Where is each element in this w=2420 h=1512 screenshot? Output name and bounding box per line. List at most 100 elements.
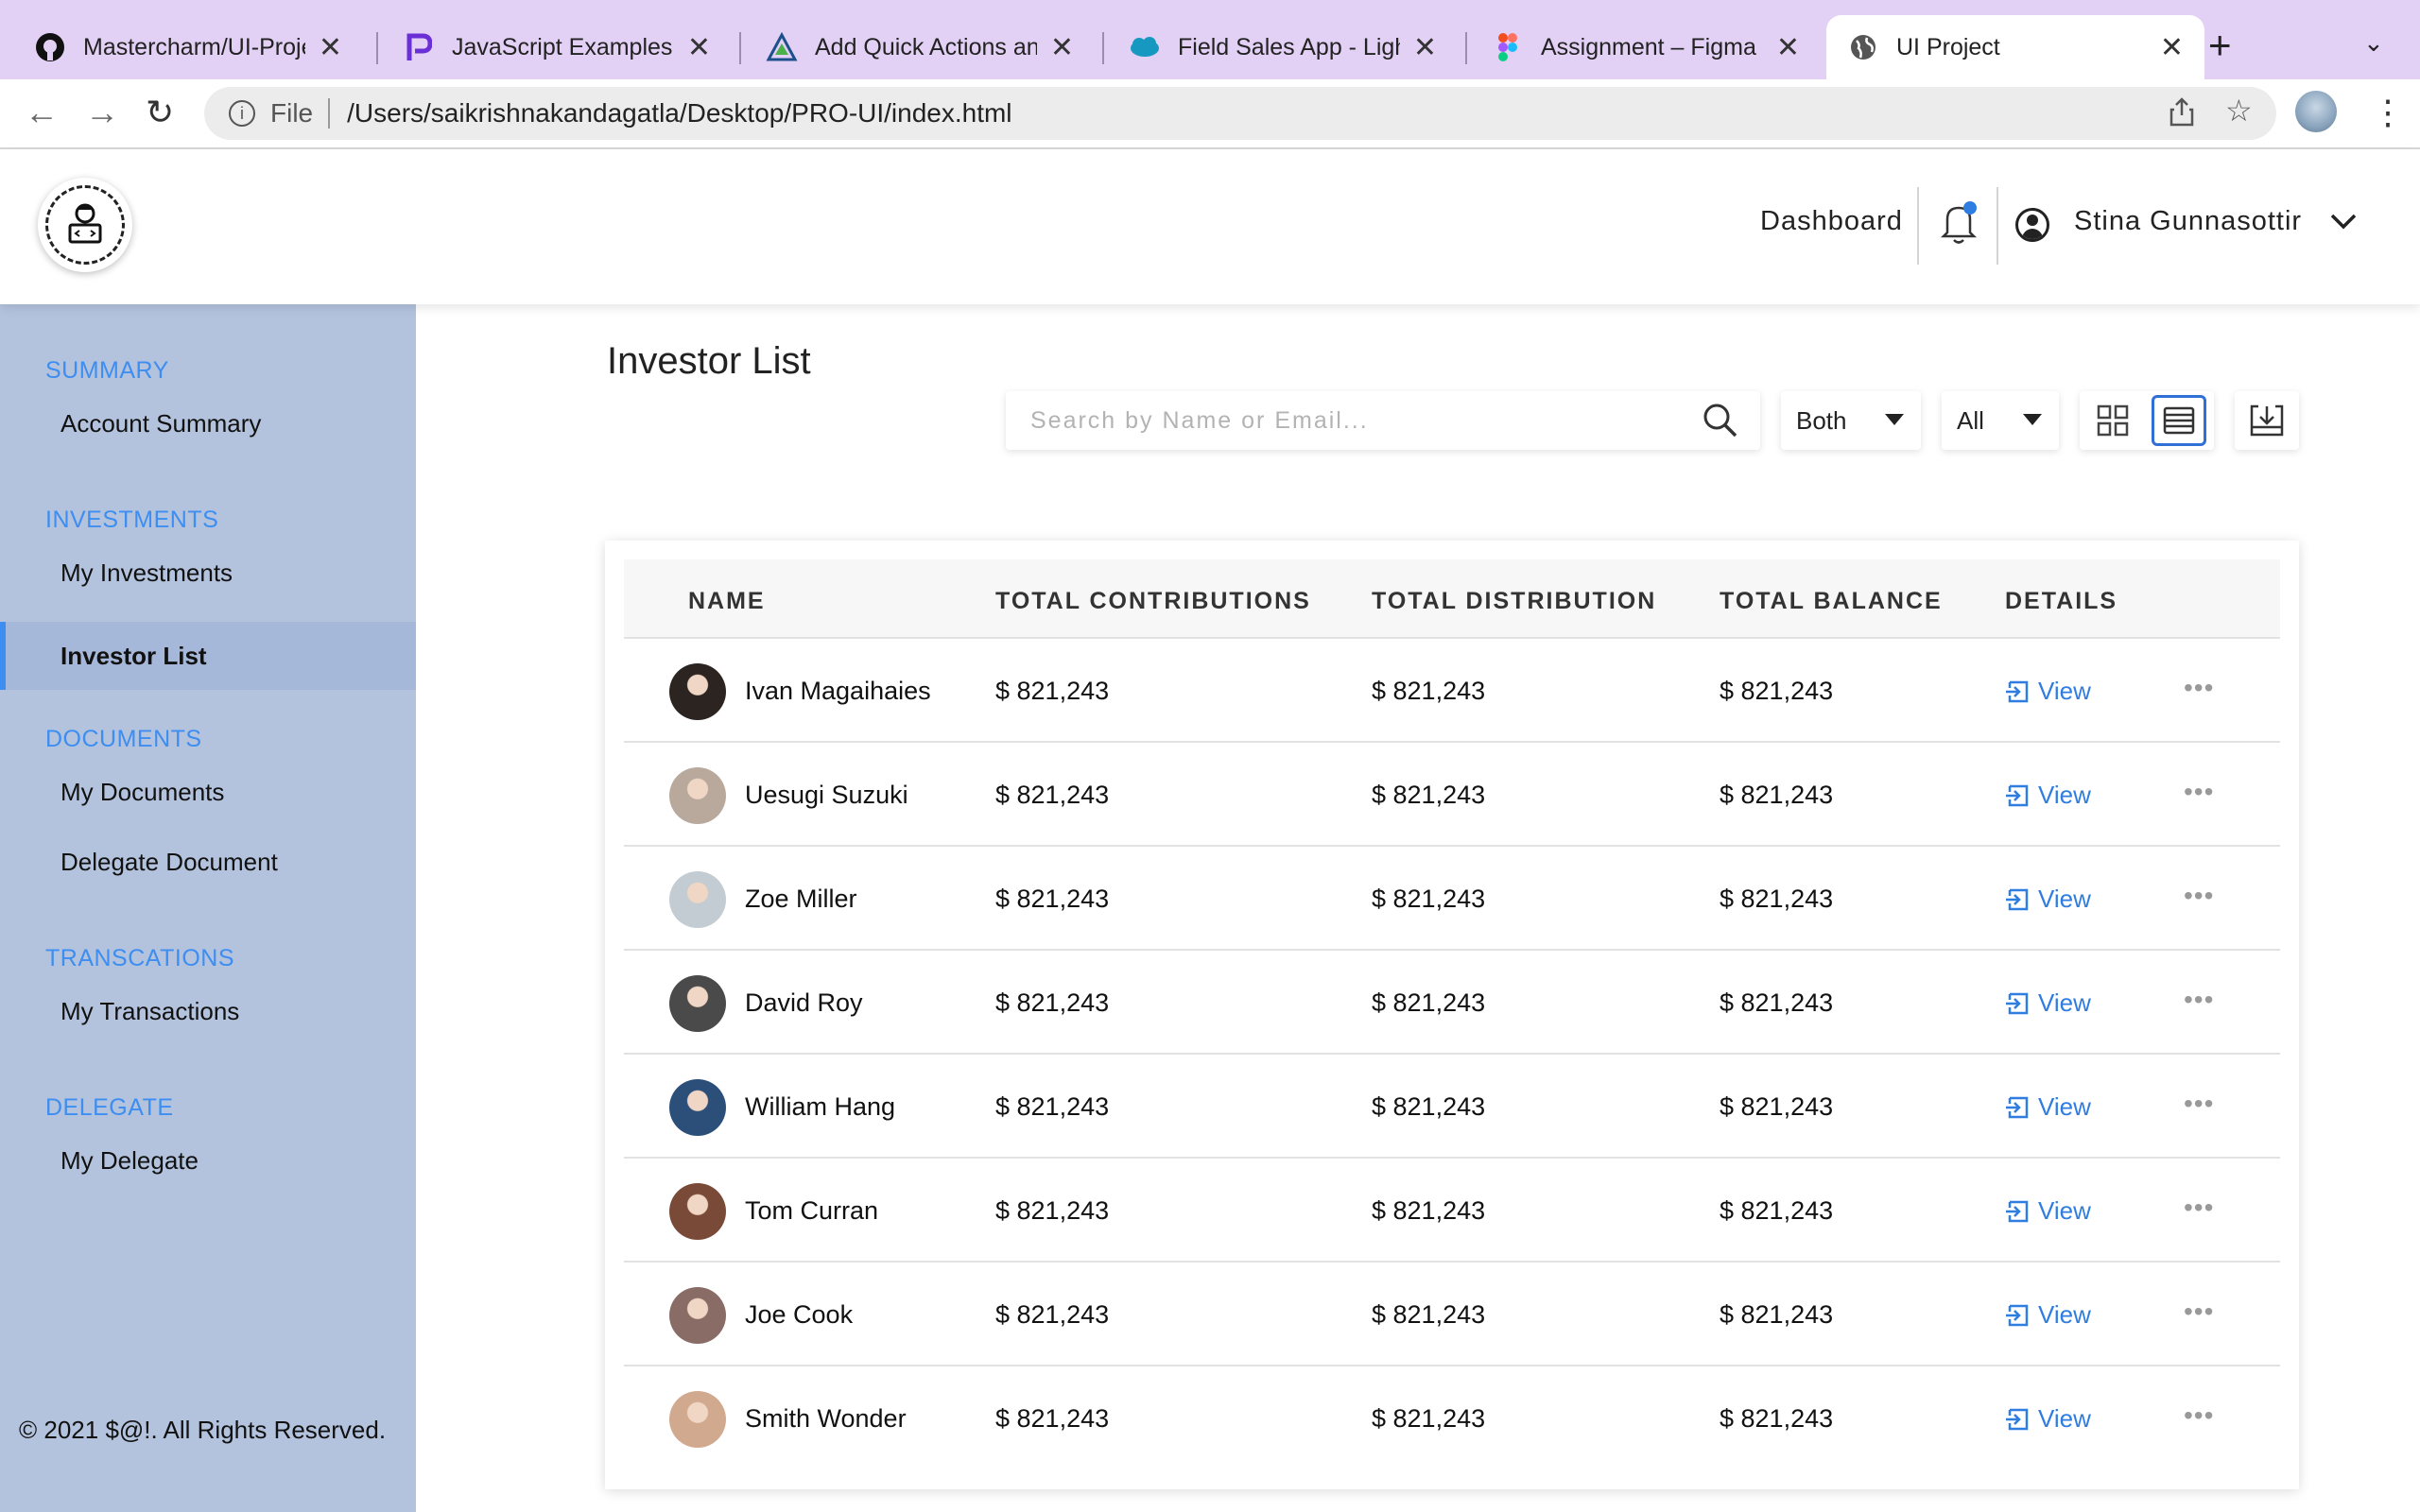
search-icon[interactable]	[1698, 398, 1743, 443]
header-divider	[1996, 187, 1998, 265]
column-header-name[interactable]: NAME	[688, 588, 766, 614]
share-icon[interactable]	[2169, 96, 2195, 134]
sidebar-section-summary: SUMMARY	[45, 357, 169, 384]
column-header-contributions[interactable]: TOTAL CONTRIBUTIONS	[995, 588, 1311, 614]
investor-name[interactable]: William Hang	[745, 1092, 896, 1121]
github-icon	[34, 31, 66, 63]
more-options-icon[interactable]: •••	[2184, 1297, 2215, 1326]
back-arrow-icon[interactable]: ←	[25, 93, 59, 131]
investor-name[interactable]: Zoe Miller	[745, 885, 857, 913]
more-options-icon[interactable]: •••	[2184, 985, 2215, 1014]
view-details-link[interactable]: View	[2004, 677, 2091, 706]
user-name[interactable]: Stina Gunnasottir	[2074, 206, 2303, 236]
forward-arrow-icon[interactable]: →	[85, 93, 119, 131]
download-icon[interactable]	[2235, 391, 2299, 450]
sidebar-item-delegate-document[interactable]: Delegate Document	[60, 847, 278, 876]
reload-icon[interactable]: ↻	[146, 93, 175, 131]
total-balance: $ 821,243	[1720, 1300, 1834, 1329]
view-details-link[interactable]: View	[2004, 1092, 2091, 1122]
star-icon[interactable]: ☆	[2225, 94, 2253, 128]
browser-menu-icon[interactable]: ⋮	[2371, 93, 2405, 131]
new-tab-icon[interactable]: +	[2208, 23, 2232, 67]
dashboard-link[interactable]: Dashboard	[1760, 206, 1903, 236]
trailhead-icon	[766, 31, 798, 63]
caret-down-icon	[1885, 414, 1904, 425]
grid-view-icon[interactable]	[2085, 395, 2140, 446]
url-field[interactable]: i File /Users/saikrishnakandagatla/Deskt…	[204, 87, 2276, 140]
sidebar-item-account-summary[interactable]: Account Summary	[60, 408, 262, 438]
tab-title: Mastercharm/UI-Project	[83, 33, 305, 60]
type-filter-value: Both	[1796, 405, 1847, 435]
sidebar-item-investor-list[interactable]: Investor List	[0, 622, 416, 690]
investor-name[interactable]: Uesugi Suzuki	[745, 781, 908, 809]
table-body: Ivan Magaihaies $ 821,243 $ 821,243 $ 82…	[624, 639, 2280, 1470]
sidebar-section-delegate: DELEGATE	[45, 1094, 174, 1121]
browser-tab[interactable]: Assignment – Figma ✕	[1471, 15, 1821, 79]
view-mode-toggle	[2080, 391, 2214, 450]
sidebar-item-my-transactions[interactable]: My Transactions	[60, 996, 240, 1025]
column-header-distribution[interactable]: TOTAL DISTRIBUTION	[1372, 588, 1657, 614]
more-options-icon[interactable]: •••	[2184, 881, 2215, 910]
investor-name[interactable]: Tom Curran	[745, 1196, 879, 1225]
more-options-icon[interactable]: •••	[2184, 673, 2215, 702]
chevron-down-icon[interactable]: ⌄	[2363, 28, 2384, 57]
total-distribution: $ 821,243	[1372, 885, 1486, 913]
type-filter-select[interactable]: Both	[1781, 391, 1921, 450]
info-icon[interactable]: i	[229, 100, 255, 127]
browser-tab-active[interactable]: UI Project ✕	[1826, 15, 2204, 79]
more-options-icon[interactable]: •••	[2184, 1400, 2215, 1430]
total-contributions: $ 821,243	[995, 1300, 1110, 1329]
sign-in-icon	[2006, 888, 2029, 910]
status-filter-select[interactable]: All	[1942, 391, 2059, 450]
url-scheme: File	[270, 98, 314, 128]
column-header-balance[interactable]: TOTAL BALANCE	[1720, 588, 1943, 614]
view-details-link[interactable]: View	[2004, 1196, 2091, 1226]
logo[interactable]	[38, 178, 132, 272]
sign-in-icon	[2006, 1200, 2029, 1222]
view-details-link[interactable]: View	[2004, 1300, 2091, 1330]
total-balance: $ 821,243	[1720, 781, 1834, 809]
profile-avatar[interactable]	[2295, 91, 2337, 132]
view-details-link[interactable]: View	[2004, 988, 2091, 1018]
browser-tab[interactable]: Add Quick Actions and ✕	[745, 15, 1095, 79]
investor-name[interactable]: Smith Wonder	[745, 1404, 907, 1433]
sidebar-item-my-delegate[interactable]: My Delegate	[60, 1145, 199, 1175]
table-row: Ivan Magaihaies $ 821,243 $ 821,243 $ 82…	[624, 639, 2280, 743]
investor-name[interactable]: Ivan Magaihaies	[745, 677, 931, 705]
close-icon[interactable]: ✕	[1775, 31, 1800, 63]
tab-separator	[739, 32, 741, 64]
list-view-icon[interactable]	[2152, 395, 2206, 446]
browser-tab[interactable]: Field Sales App - Lightning ✕	[1108, 15, 1458, 79]
investor-name[interactable]: David Roy	[745, 988, 863, 1017]
more-options-icon[interactable]: •••	[2184, 777, 2215, 806]
total-distribution: $ 821,243	[1372, 1404, 1486, 1433]
search-input[interactable]	[1030, 406, 1698, 435]
total-contributions: $ 821,243	[995, 781, 1110, 809]
close-icon[interactable]: ✕	[318, 31, 342, 63]
bell-icon[interactable]	[1938, 200, 1979, 246]
close-icon[interactable]: ✕	[1049, 31, 1074, 63]
view-label: View	[2038, 1404, 2091, 1433]
investor-name[interactable]: Joe Cook	[745, 1300, 854, 1329]
sidebar-item-my-investments[interactable]: My Investments	[60, 558, 233, 587]
user-icon[interactable]	[2015, 208, 2049, 242]
sidebar-item-my-documents[interactable]: My Documents	[60, 777, 225, 806]
more-options-icon[interactable]: •••	[2184, 1193, 2215, 1222]
close-icon[interactable]: ✕	[2159, 31, 2184, 63]
chevron-down-icon[interactable]	[2329, 206, 2358, 238]
tab-separator	[376, 32, 378, 64]
search-box	[1006, 391, 1760, 450]
view-label: View	[2038, 781, 2091, 809]
browser-tab[interactable]: Mastercharm/UI-Project ✕	[13, 15, 363, 79]
close-icon[interactable]: ✕	[1412, 31, 1437, 63]
close-icon[interactable]: ✕	[686, 31, 711, 63]
view-details-link[interactable]: View	[2004, 885, 2091, 914]
avatar	[669, 663, 726, 720]
browser-tab[interactable]: JavaScript Examples | Programiz ✕	[382, 15, 732, 79]
view-details-link[interactable]: View	[2004, 781, 2091, 810]
total-distribution: $ 821,243	[1372, 1092, 1486, 1121]
table-row: Tom Curran $ 821,243 $ 821,243 $ 821,243…	[624, 1159, 2280, 1263]
more-options-icon[interactable]: •••	[2184, 1089, 2215, 1118]
view-details-link[interactable]: View	[2004, 1404, 2091, 1434]
sidebar-section-transactions: TRANSCATIONS	[45, 945, 234, 971]
